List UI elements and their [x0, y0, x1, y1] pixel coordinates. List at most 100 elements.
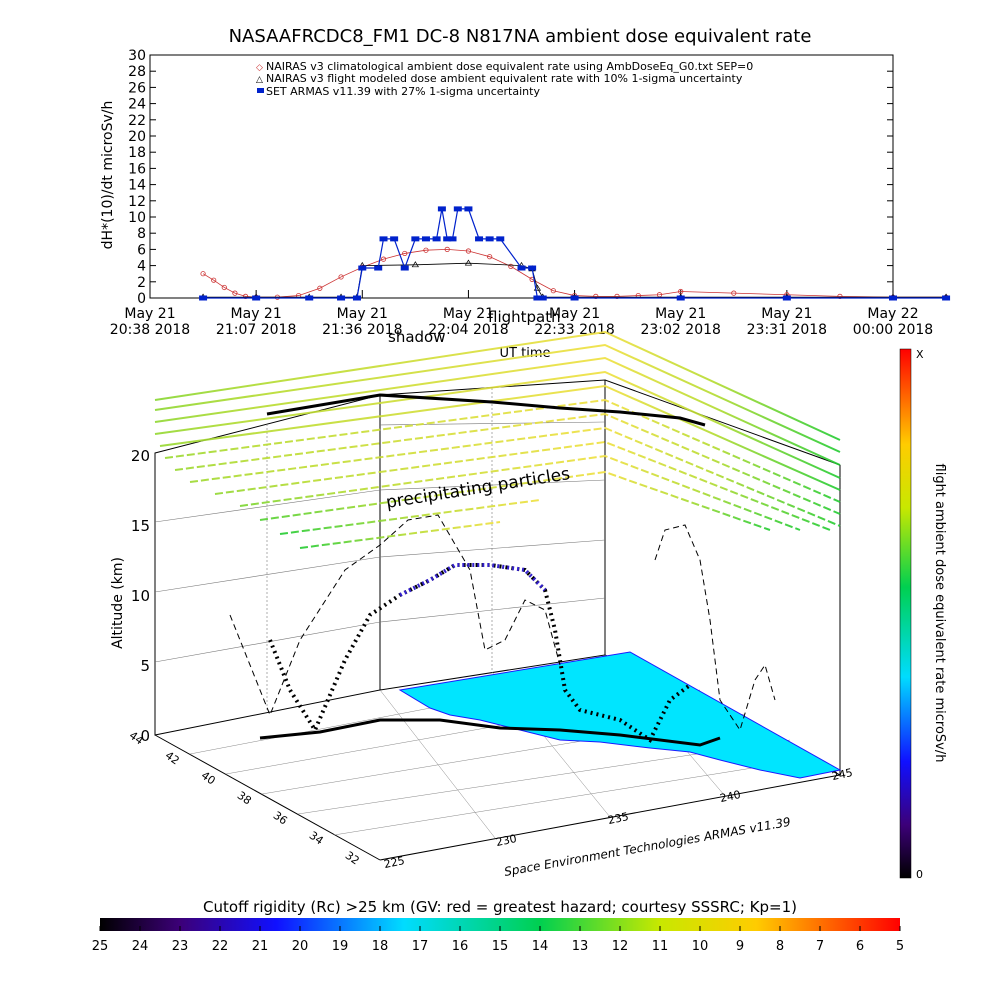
altitude-tick-label: 5: [140, 657, 150, 675]
series-line-2: [203, 208, 947, 299]
climatological-point: [444, 246, 450, 252]
armas-point: [538, 295, 547, 301]
climatological-point: [465, 248, 472, 254]
legend-text: SET ARMAS v11.39 with 27% 1-sigma uncert…: [266, 85, 540, 98]
y-tick-label: 8: [137, 226, 146, 242]
cutoff-tick-label: 18: [372, 939, 389, 954]
cutoff-tick-label: 15: [492, 939, 509, 954]
flightpath-high: [266, 393, 706, 427]
x-tick-label: May 21: [231, 306, 282, 322]
y-tick-label: 6: [137, 242, 146, 258]
y-tick-label: 14: [128, 178, 146, 194]
cutoff-tick-label: 25: [92, 939, 109, 954]
legend-marker-triangle: △: [256, 75, 263, 85]
y-tick-label: 24: [128, 97, 146, 113]
climatological-point: [731, 290, 737, 296]
y-tick-label: 10: [128, 210, 146, 226]
legend-item-climatological: ◇ NAIRAS v3 climatological ambient dose …: [256, 60, 753, 73]
x-axis-label: UT time: [500, 346, 551, 361]
armas-point: [464, 206, 473, 212]
armas-point: [337, 295, 346, 301]
data-series: [199, 206, 951, 301]
cutoff-tick-label: 16: [452, 939, 469, 954]
armas-point: [533, 295, 542, 301]
y-tick-label: 12: [128, 194, 146, 210]
armas-point: [374, 265, 383, 271]
armas-point: [432, 236, 441, 242]
x-tick-label: 20:38 2018: [110, 322, 190, 338]
climatological-point: [200, 271, 206, 277]
armas-point: [570, 295, 579, 301]
x-tick-label: May 21: [124, 306, 175, 322]
x-tick-label: May 21: [655, 306, 706, 322]
legend-item-modeled: △ NAIRAS v3 flight modeled dose ambient …: [256, 72, 743, 85]
cutoff-tick-label: 9: [736, 939, 744, 954]
y-axis-label: dH*(10)/dt microSv/h: [100, 101, 116, 250]
armas-point: [443, 236, 452, 242]
colorbar-label: flight ambient dose equivalent rate micr…: [932, 464, 947, 763]
longitude-tick-label: 240: [719, 788, 742, 805]
altitude-tick-label: 0: [140, 727, 150, 745]
climatological-point: [508, 263, 514, 270]
y-tick-label: 28: [128, 64, 146, 80]
cutoff-tick-label: 24: [132, 939, 149, 954]
armas-point: [448, 236, 457, 242]
longitude-ticks: 225 230 235 240 245: [383, 766, 854, 871]
x-tick-label: May 21: [337, 306, 388, 322]
annotation-precipitating: precipitating particles: [385, 464, 572, 513]
armas-point: [358, 265, 367, 271]
legend: ◇ NAIRAS v3 climatological ambient dose …: [256, 60, 753, 98]
armas-point: [390, 236, 399, 242]
climatological-point: [423, 247, 429, 253]
latitude-tick-label: 40: [199, 769, 218, 788]
y-tick-label: 20: [128, 129, 146, 145]
floor-edge: [379, 774, 841, 861]
cutoff-rigidity-bar: Cutoff rigidity (Rc) >25 km (GV: red = g…: [92, 898, 904, 954]
cutoff-tick-label: 17: [412, 939, 429, 954]
armas-point: [199, 295, 208, 301]
y-tick-label: 2: [137, 275, 146, 291]
x-tick-label: 00:00 2018: [853, 322, 933, 338]
armas-point: [400, 265, 409, 271]
climatological-point: [487, 254, 493, 260]
land-patch: [398, 651, 842, 779]
page-title: NASAAFRCDC8_FM1 DC-8 N817NA ambient dose…: [229, 26, 812, 47]
x-tick-label: 23:31 2018: [747, 322, 827, 338]
x-tick-label: May 22: [867, 306, 918, 322]
dose-mesh: [154, 330, 841, 549]
legend-item-armas: SET ARMAS v11.39 with 27% 1-sigma uncert…: [257, 85, 540, 98]
longitude-tick-label: 225: [383, 854, 406, 871]
armas-point: [676, 295, 685, 301]
cutoff-tick-label: 10: [692, 939, 709, 954]
modeled-point: [411, 261, 419, 268]
climatological-point: [380, 256, 387, 262]
x-tick-label: May 21: [443, 306, 494, 322]
cutoff-tick-label: 5: [896, 939, 904, 954]
climatological-point: [317, 285, 323, 291]
armas-point: [942, 295, 951, 301]
armas-point: [517, 265, 526, 271]
altitude-ticks: 0 5 10 15 20: [131, 447, 150, 745]
armas-point: [379, 236, 388, 242]
armas-point: [782, 295, 791, 301]
y-tick-label: 0: [137, 291, 146, 307]
credit-text: Space Environment Technologies ARMAS v11…: [503, 815, 792, 879]
x-tick-label: 23:02 2018: [640, 322, 720, 338]
climatological-point: [211, 277, 217, 283]
armas-point: [453, 206, 462, 212]
flightpath-armas-color: [399, 563, 547, 597]
altitude-label: Altitude (km): [110, 557, 126, 649]
cutoff-tick-label: 21: [252, 939, 269, 954]
x-tick-label: 21:36 2018: [322, 322, 402, 338]
longitude-tick-label: 230: [495, 832, 518, 849]
armas-point: [352, 295, 361, 301]
climatological-point: [338, 274, 344, 280]
flight-3d-panel: precipitating particles 0 5 10 15 20 Altitud…: [110, 330, 947, 881]
cutoff-tick-label: 7: [816, 939, 824, 954]
wall-edge: [604, 379, 841, 466]
x-tick-label: 22:04 2018: [428, 322, 508, 338]
plot-frame: [149, 54, 894, 299]
